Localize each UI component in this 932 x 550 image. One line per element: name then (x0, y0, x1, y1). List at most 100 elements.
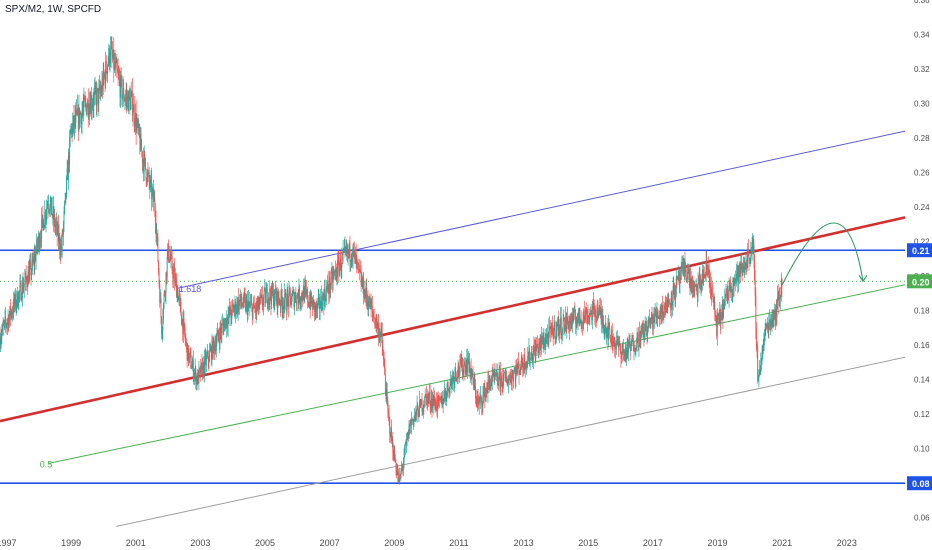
candle (121, 75, 123, 106)
candle (24, 268, 26, 285)
candle (617, 335, 619, 347)
candle-body (213, 343, 215, 351)
candle (452, 371, 454, 382)
candle-body (432, 398, 434, 406)
candle (464, 361, 466, 381)
candle-body (729, 280, 731, 286)
candle-body (452, 376, 454, 377)
candle (190, 361, 192, 370)
candle (400, 468, 402, 482)
y-axis[interactable]: 0.360.340.320.300.280.260.240.220.200.18… (907, 0, 932, 523)
candle (590, 306, 591, 317)
candle (499, 362, 501, 395)
candle (614, 342, 616, 359)
candle-body (544, 345, 545, 348)
candle-body (282, 305, 284, 310)
candle-body (239, 300, 241, 302)
candle-body (662, 314, 664, 316)
candle (253, 295, 255, 309)
candle (157, 229, 159, 263)
candle-body (622, 348, 624, 353)
candle-body (48, 206, 50, 210)
candle-body (195, 368, 197, 385)
candle (297, 288, 299, 309)
candle-body (637, 333, 639, 348)
y-tick-label: 0.30 (914, 100, 930, 109)
candle-body (506, 382, 508, 386)
candle-body (685, 269, 687, 273)
candle-body (317, 303, 319, 311)
candle (95, 82, 97, 105)
candle-body (514, 371, 516, 372)
candle-body (559, 325, 561, 328)
candle-body (3, 324, 5, 326)
candle-body (595, 310, 596, 317)
candle-body (581, 321, 583, 324)
candle (678, 268, 680, 293)
candle-body (205, 356, 207, 366)
candle-body (132, 111, 134, 115)
candle-body (331, 271, 333, 273)
candle-body (434, 396, 435, 404)
candle-body (702, 270, 704, 283)
candle (56, 216, 58, 247)
candle (225, 318, 227, 331)
candle (169, 249, 171, 262)
candle (345, 245, 347, 256)
candle (460, 353, 462, 368)
candle-body (465, 366, 467, 374)
candle-body (250, 304, 251, 306)
candle (646, 320, 648, 345)
candle-body (79, 107, 81, 124)
candle (230, 309, 232, 327)
forecast-arrow[interactable] (781, 222, 868, 286)
candle-body (486, 389, 488, 391)
candle (511, 369, 513, 379)
candle (242, 296, 244, 310)
candle (647, 326, 649, 343)
candle-body (774, 310, 775, 315)
candle (591, 310, 593, 325)
candle (274, 280, 276, 294)
candle (340, 250, 342, 272)
candle (419, 399, 421, 409)
candle-body (257, 297, 259, 306)
candle-body (640, 332, 642, 345)
x-axis[interactable]: 1997199920012003200520072009201120132015… (0, 538, 857, 548)
candle (245, 292, 246, 313)
candle (739, 261, 741, 283)
candle (716, 308, 718, 346)
candle (16, 290, 18, 314)
candle (304, 277, 306, 304)
candle-body (657, 311, 659, 317)
candle (299, 296, 301, 312)
candle (143, 145, 145, 182)
candle-body (355, 255, 357, 264)
candle (500, 378, 502, 396)
candle (408, 420, 410, 440)
candle (691, 275, 693, 299)
candle-body (437, 396, 439, 397)
candle (644, 316, 646, 341)
candle (665, 296, 667, 313)
candle-body (386, 390, 388, 401)
x-tick-label: 2007 (320, 538, 340, 548)
candle (545, 327, 547, 345)
candle-body (741, 264, 742, 269)
candle (712, 296, 714, 303)
candle-body (411, 419, 413, 421)
candle-body (770, 318, 772, 321)
x-tick-label: 2021 (772, 538, 792, 548)
candle-body (84, 100, 86, 102)
candle (433, 387, 435, 415)
candle-body (366, 298, 368, 302)
badge-bg (907, 274, 932, 289)
candle (632, 332, 634, 342)
candle (481, 401, 483, 415)
candle-body (713, 302, 715, 303)
candle (402, 457, 404, 477)
candle-body (617, 338, 619, 343)
candle (429, 384, 431, 413)
candle-body (204, 356, 205, 374)
